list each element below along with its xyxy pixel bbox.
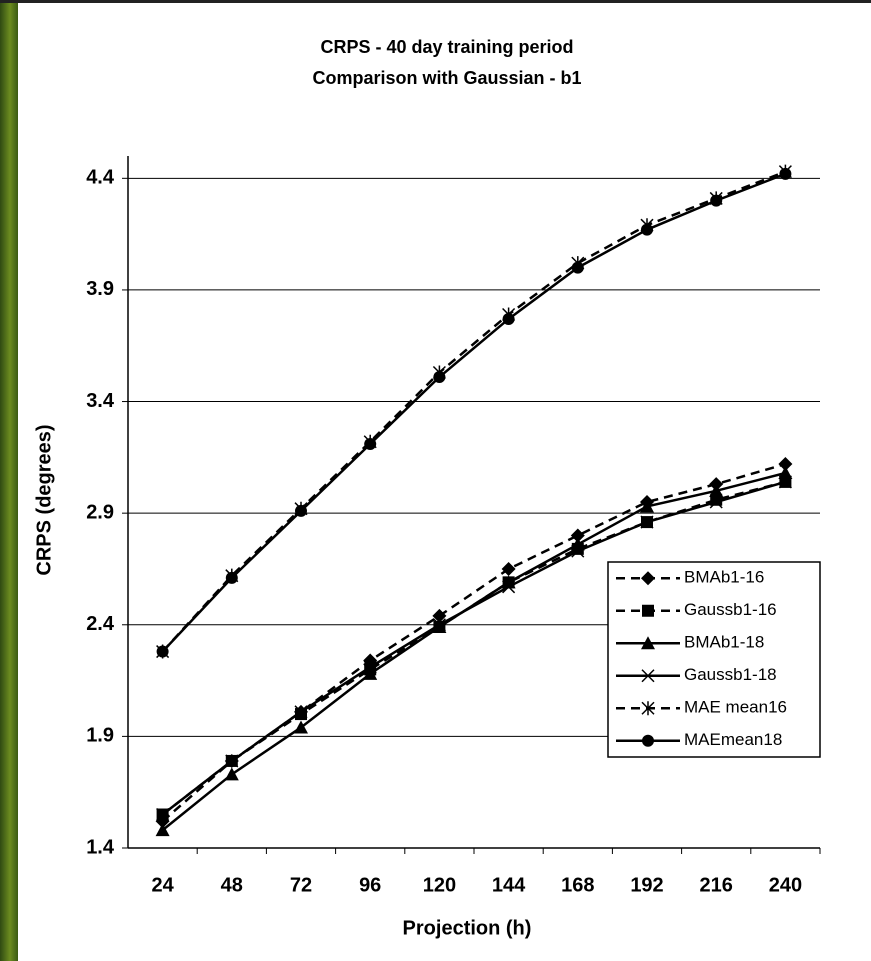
- y-tick-label: 2.4: [86, 613, 115, 635]
- marker: [295, 504, 307, 517]
- marker: [363, 666, 378, 680]
- x-tick-label: 216: [700, 874, 733, 896]
- legend-marker: [641, 669, 655, 683]
- marker: [570, 528, 585, 543]
- marker: [224, 767, 239, 781]
- legend-label: Gaussb1-16: [684, 600, 777, 619]
- marker: [294, 720, 308, 734]
- y-tick-label: 3.9: [86, 278, 114, 300]
- marker: [156, 807, 170, 822]
- marker: [225, 571, 238, 584]
- x-axis-label: Projection (h): [403, 917, 532, 939]
- chart-title: CRPS - 40 day training period: [320, 37, 573, 57]
- legend-label: BMAb1-18: [684, 633, 764, 652]
- marker: [501, 561, 516, 576]
- legend-marker: [641, 701, 655, 716]
- legend-marker: [641, 571, 655, 586]
- marker: [640, 515, 654, 529]
- marker: [778, 457, 793, 472]
- marker: [432, 618, 446, 632]
- marker: [156, 645, 169, 658]
- marker: [571, 261, 584, 274]
- y-tick-label: 1.9: [86, 725, 114, 747]
- x-tick-label: 24: [151, 874, 174, 896]
- x-tick-label: 96: [359, 874, 381, 896]
- legend-label: MAEmean18: [684, 730, 782, 749]
- marker: [225, 754, 239, 768]
- marker: [502, 580, 516, 594]
- series-line: [161, 172, 786, 653]
- x-tick-label: 240: [769, 874, 802, 896]
- legend-marker: [641, 636, 655, 650]
- x-tick-label: 144: [492, 874, 526, 896]
- marker: [294, 705, 308, 719]
- marker: [709, 495, 723, 509]
- marker: [433, 370, 446, 383]
- x-tick-label: 192: [630, 874, 663, 896]
- legend-box: [607, 561, 821, 758]
- series-line: [161, 480, 786, 816]
- y-tick-label: 4.4: [86, 167, 115, 189]
- marker: [640, 499, 654, 513]
- marker: [779, 167, 792, 180]
- x-tick-label: 48: [221, 874, 243, 896]
- series-line: [161, 170, 786, 653]
- y-tick-label: 2.9: [86, 501, 114, 523]
- marker: [571, 544, 585, 558]
- legend-marker: [642, 604, 654, 617]
- marker: [710, 194, 723, 207]
- legend-label: MAE mean16: [684, 698, 787, 717]
- marker: [709, 483, 724, 497]
- marker: [155, 823, 170, 837]
- legend-label: Gaussb1-18: [684, 665, 777, 684]
- chart-subtitle: Comparison with Gaussian - b1: [312, 68, 581, 88]
- marker: [432, 620, 447, 634]
- marker: [778, 465, 793, 479]
- marker: [432, 608, 447, 623]
- legend-marker: [642, 734, 654, 747]
- marker: [502, 312, 515, 325]
- marker: [363, 660, 377, 674]
- marker: [778, 475, 792, 489]
- series-line: [161, 462, 786, 823]
- marker: [641, 223, 653, 236]
- legend-label: BMAb1-16: [684, 568, 764, 587]
- x-tick-label: 120: [423, 874, 456, 896]
- x-tick-label: 168: [561, 874, 594, 896]
- y-tick-label: 1.4: [86, 836, 115, 858]
- top-border: [0, 0, 871, 3]
- y-axis-label: CRPS (degrees): [33, 424, 55, 575]
- marker: [364, 437, 377, 450]
- y-tick-label: 3.4: [86, 390, 115, 412]
- x-tick-label: 72: [290, 874, 312, 896]
